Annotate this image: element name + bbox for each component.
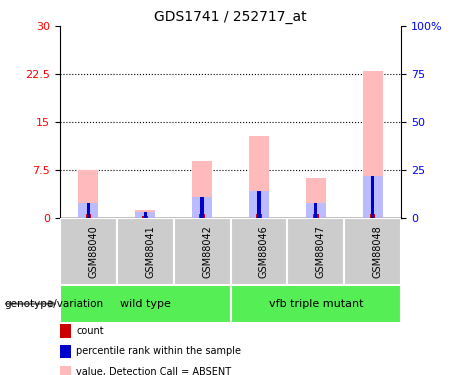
Text: GSM88048: GSM88048: [372, 225, 383, 278]
Bar: [363, 71, 383, 217]
Bar: [78, 204, 98, 218]
Bar: [230, 285, 401, 322]
Bar: [87, 204, 90, 218]
Bar: [344, 217, 401, 285]
Text: GSM88047: GSM88047: [316, 225, 326, 278]
Text: genotype/variation: genotype/variation: [5, 299, 104, 309]
Text: vfb triple mutant: vfb triple mutant: [269, 299, 363, 309]
Bar: [143, 212, 147, 217]
Bar: [174, 217, 230, 285]
Bar: [230, 217, 287, 285]
Text: GSM88041: GSM88041: [145, 225, 155, 278]
Bar: [78, 170, 98, 217]
Bar: [363, 176, 383, 218]
Bar: [306, 178, 326, 218]
Bar: [135, 210, 155, 218]
Bar: [192, 161, 212, 218]
Text: wild type: wild type: [120, 299, 171, 309]
Bar: [201, 197, 204, 217]
Bar: [249, 136, 269, 218]
Bar: [370, 214, 375, 217]
Bar: [86, 214, 91, 217]
Bar: [256, 214, 262, 217]
Text: GSM88040: GSM88040: [89, 225, 98, 278]
Bar: [257, 191, 260, 217]
Bar: [306, 204, 326, 218]
Bar: [314, 204, 318, 218]
Text: value, Detection Call = ABSENT: value, Detection Call = ABSENT: [76, 367, 231, 375]
Bar: [313, 214, 319, 217]
Bar: [199, 214, 205, 217]
Bar: [371, 176, 374, 218]
Bar: [135, 212, 155, 217]
Bar: [249, 191, 269, 217]
Text: count: count: [76, 326, 104, 336]
Text: GSM88042: GSM88042: [202, 225, 212, 278]
Bar: [60, 217, 117, 285]
Text: percentile rank within the sample: percentile rank within the sample: [76, 346, 241, 356]
Bar: [117, 217, 174, 285]
Text: GSM88046: GSM88046: [259, 225, 269, 278]
Title: GDS1741 / 252717_at: GDS1741 / 252717_at: [154, 10, 307, 24]
Bar: [287, 217, 344, 285]
Bar: [60, 285, 230, 322]
Bar: [192, 197, 212, 217]
Bar: [142, 216, 148, 217]
